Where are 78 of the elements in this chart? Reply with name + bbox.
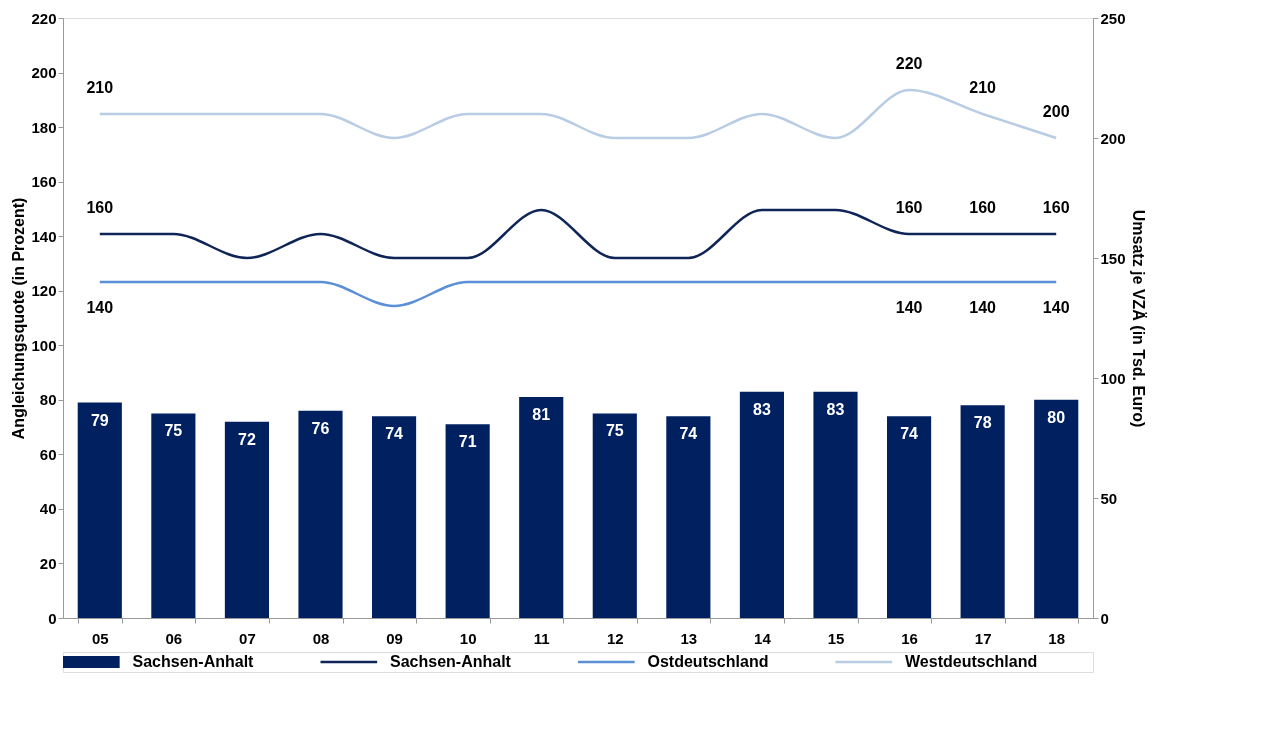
- x-tick-label: 08: [312, 629, 330, 647]
- y2-axis-title: Umsatz je VZÄ (in Tsd. Euro): [1129, 209, 1147, 428]
- data-label: 72: [238, 430, 256, 448]
- bar: [224, 421, 269, 618]
- bar: [960, 405, 1005, 618]
- data-label: 76: [311, 419, 330, 437]
- y-tick-label: 80: [39, 391, 57, 409]
- y-tick-label: 140: [31, 227, 57, 245]
- bar: [298, 410, 343, 618]
- bar: [887, 416, 932, 618]
- x-tick-label: 06: [165, 629, 183, 647]
- bar: [77, 402, 122, 618]
- data-label: 140: [895, 299, 923, 316]
- y-axis-title: Angleichungsquote (in Prozent): [10, 197, 28, 440]
- data-label: 160: [895, 199, 923, 216]
- data-label: 160: [969, 199, 997, 216]
- data-label: 140: [969, 299, 997, 316]
- y-tick-label: 200: [31, 64, 57, 82]
- data-label: 79: [90, 411, 109, 429]
- y2-tick-label: 100: [1100, 369, 1126, 387]
- bar: [592, 413, 637, 618]
- data-label: 74: [385, 425, 404, 443]
- x-tick-label: 05: [91, 629, 109, 647]
- data-label: 74: [900, 425, 919, 443]
- data-label: 200: [1042, 103, 1070, 120]
- x-tick-label: 09: [386, 629, 403, 647]
- y-tick-label: 120: [31, 282, 57, 300]
- data-label: 160: [1042, 199, 1070, 216]
- bar: [445, 424, 490, 618]
- y-tick-label: 0: [48, 609, 57, 627]
- data-label: 80: [1047, 408, 1066, 426]
- data-label: 210: [969, 79, 997, 96]
- data-label: 140: [1042, 299, 1070, 316]
- y-tick-label: 60: [39, 445, 57, 463]
- y2-tick-label: 150: [1100, 249, 1126, 267]
- data-label: 210: [86, 79, 114, 96]
- data-label: 220: [895, 55, 923, 72]
- data-label: 81: [532, 406, 551, 424]
- bar: [1034, 399, 1079, 618]
- x-tick-label: 13: [680, 629, 698, 647]
- data-label: 75: [605, 422, 624, 440]
- bar: [739, 391, 784, 618]
- data-label: 78: [973, 414, 992, 432]
- data-label: 74: [679, 425, 698, 443]
- x-tick-label: 18: [1048, 629, 1066, 647]
- y2-tick-label: 0: [1100, 609, 1109, 627]
- x-tick-label: 10: [459, 629, 477, 647]
- x-tick-label: 11: [533, 629, 550, 647]
- data-label: 71: [458, 433, 477, 451]
- y-tick-label: 220: [31, 9, 57, 27]
- x-tick-label: 17: [974, 629, 992, 647]
- data-label: 160: [86, 199, 114, 216]
- y2-tick-label: 250: [1100, 9, 1126, 27]
- y-tick-label: 180: [31, 118, 57, 136]
- x-tick-label: 14: [754, 629, 772, 647]
- bar: [519, 397, 564, 618]
- data-label: 83: [826, 400, 845, 418]
- x-tick-label: 15: [827, 629, 845, 647]
- x-tick-label: 16: [901, 629, 918, 647]
- x-tick-label: 07: [239, 629, 256, 647]
- legend-label: Westdeutschland: [905, 653, 1038, 670]
- legend-label: Sachsen-Anhalt: [132, 653, 255, 670]
- data-label: 75: [164, 422, 183, 440]
- bar: [813, 391, 858, 618]
- bar: [151, 413, 196, 618]
- y-tick-label: 40: [39, 500, 57, 518]
- bar: [666, 416, 711, 618]
- legend-label: Sachsen-Anhalt: [390, 653, 512, 670]
- y2-tick-label: 200: [1100, 129, 1126, 147]
- y2-tick-label: 50: [1100, 489, 1118, 507]
- y-tick-label: 100: [31, 336, 57, 354]
- legend-label: Ostdeutschland: [647, 653, 769, 670]
- data-label: 140: [86, 299, 114, 316]
- y-tick-label: 160: [31, 173, 57, 191]
- bar: [372, 416, 417, 618]
- y-tick-label: 20: [39, 554, 57, 572]
- data-label: 83: [753, 400, 771, 418]
- x-tick-label: 12: [606, 629, 624, 647]
